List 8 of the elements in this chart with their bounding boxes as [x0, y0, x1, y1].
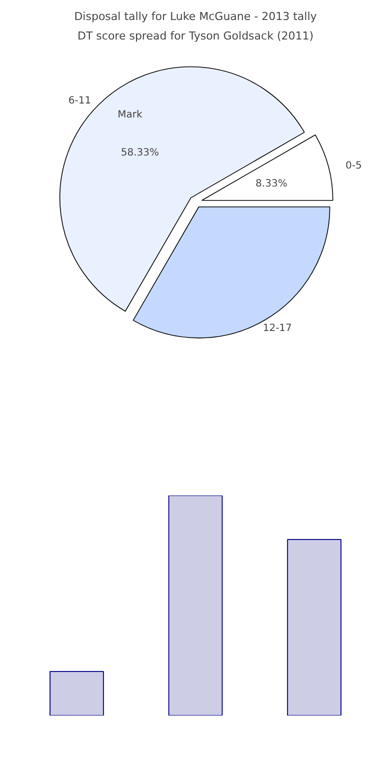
text: Mark [118, 110, 143, 121]
data-label: 8.33% [256, 178, 288, 190]
slice-label: 6-11 [68, 96, 92, 107]
chart-title: Disposal tally for Luke McGuane - 2013 tally [74, 10, 318, 23]
data-label: 58.33% [120, 147, 159, 158]
slice-label: 0-5 [346, 160, 362, 172]
slice-label: 12-17 [262, 322, 292, 334]
chart-subtitle: DT score spread for Tyson Goldsack (2011) [77, 29, 314, 42]
